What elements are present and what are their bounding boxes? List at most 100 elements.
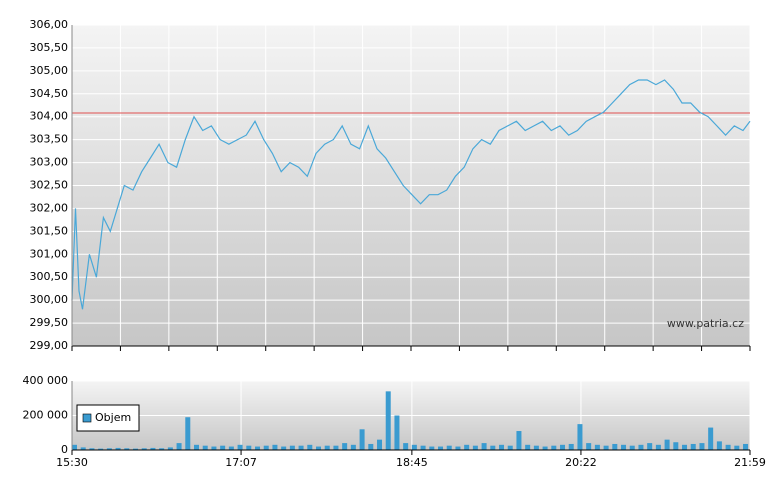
volume-bar <box>638 444 644 450</box>
volume-bar <box>560 444 566 450</box>
volume-bar <box>455 446 461 450</box>
volume-bar <box>89 448 95 450</box>
legend-label: Objem <box>95 411 131 424</box>
volume-bar <box>246 445 252 450</box>
y-tick-label: 300,50 <box>30 270 69 283</box>
volume-bar <box>734 445 740 450</box>
y-tick-label: 302,00 <box>30 201 69 214</box>
volume-bar <box>167 447 173 450</box>
volume-bar <box>708 427 714 450</box>
y-tick-label: 302,50 <box>30 179 69 192</box>
y-tick-label: 0 <box>61 443 68 456</box>
volume-bar <box>324 445 330 450</box>
volume-bar <box>551 445 557 450</box>
watermark: www.patria.cz <box>667 317 744 330</box>
volume-bar <box>438 446 444 450</box>
legend-swatch <box>82 413 92 423</box>
volume-bar <box>499 444 505 450</box>
volume-bar <box>228 446 234 450</box>
volume-bar <box>298 445 304 450</box>
volume-bar <box>133 448 139 450</box>
volume-bar <box>342 443 348 450</box>
volume-bar <box>533 445 539 450</box>
volume-bar <box>333 445 339 450</box>
volume-bar <box>316 446 322 450</box>
volume-bar <box>490 445 496 450</box>
volume-bar <box>629 445 635 450</box>
y-tick-label: 299,00 <box>30 339 69 352</box>
volume-bar <box>743 443 749 450</box>
volume-bar <box>716 441 722 450</box>
y-tick-label: 304,00 <box>30 110 69 123</box>
volume-bar <box>202 445 208 450</box>
y-tick-label: 300,00 <box>30 293 69 306</box>
volume-bar <box>682 444 688 450</box>
volume-bar <box>377 439 383 450</box>
volume-bar <box>281 446 287 450</box>
volume-bar <box>368 443 374 450</box>
x-tick-label: 20:22 <box>565 456 597 469</box>
volume-bar <box>594 444 600 450</box>
volume-bar <box>621 444 627 450</box>
volume-bar <box>403 443 409 450</box>
volume-bar <box>176 443 182 450</box>
volume-bar <box>272 444 278 450</box>
volume-bar <box>542 446 548 450</box>
volume-bar <box>255 446 261 450</box>
volume-bar <box>237 444 243 450</box>
volume-bar <box>307 444 313 450</box>
volume-bar <box>80 447 86 450</box>
y-tick-label: 303,50 <box>30 133 69 146</box>
volume-bar <box>516 431 522 450</box>
volume-bar <box>98 448 104 450</box>
y-tick-label: 303,00 <box>30 156 69 169</box>
volume-bar <box>420 445 426 450</box>
volume-bar <box>603 445 609 450</box>
y-tick-label: 305,00 <box>30 64 69 77</box>
y-tick-label: 306,00 <box>30 18 69 31</box>
volume-bar <box>289 445 295 450</box>
volume-bar <box>185 417 191 450</box>
volume-bar <box>612 443 618 450</box>
volume-bar <box>655 444 661 450</box>
volume-bar <box>446 445 452 450</box>
price-line <box>71 79 751 310</box>
volume-bar <box>72 444 77 450</box>
volume-bar <box>141 448 147 450</box>
volume-bar <box>586 443 592 450</box>
volume-bar <box>115 447 121 450</box>
y-tick-label: 301,00 <box>30 247 69 260</box>
x-tick-label: 15:30 <box>56 456 88 469</box>
volume-bar <box>472 445 478 450</box>
volume-bar <box>150 447 156 450</box>
y-tick-label: 400 000 <box>23 374 69 387</box>
volume-bar <box>194 444 200 450</box>
volume-bar <box>159 448 165 450</box>
volume-bar <box>359 429 365 450</box>
volume-bar <box>673 442 679 450</box>
volume-bar <box>664 439 670 450</box>
x-tick-label: 17:07 <box>225 456 257 469</box>
y-tick-label: 304,50 <box>30 87 69 100</box>
volume-bar <box>385 391 391 450</box>
volume-bar <box>481 443 487 450</box>
volume-bar <box>577 424 583 450</box>
volume-bar <box>647 443 653 450</box>
x-tick-label: 21:59 <box>734 456 766 469</box>
volume-bar <box>220 445 226 450</box>
y-tick-label: 301,50 <box>30 224 69 237</box>
volume-bar <box>211 446 217 450</box>
x-tick-label: 18:45 <box>396 456 428 469</box>
volume-bar <box>411 444 417 450</box>
volume-bar <box>568 443 574 450</box>
volume-bar <box>429 446 435 450</box>
volume-bar <box>464 444 470 450</box>
volume-bar <box>106 448 112 450</box>
y-tick-label: 299,50 <box>30 316 69 329</box>
y-tick-label: 305,50 <box>30 41 69 54</box>
volume-bar <box>394 415 400 450</box>
y-tick-label: 200 000 <box>23 409 69 422</box>
volume-bar <box>525 444 531 450</box>
volume-bar <box>725 444 731 450</box>
